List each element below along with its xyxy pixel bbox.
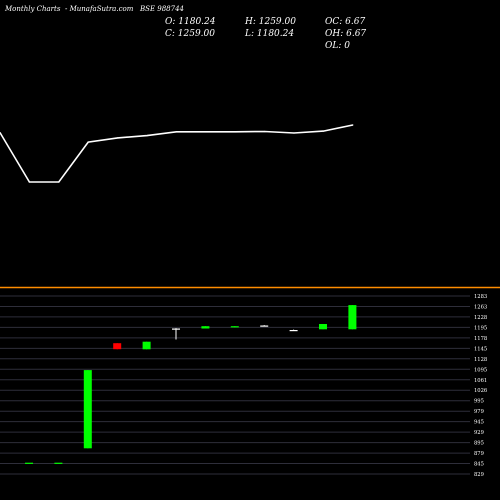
symbol-label: BSE 988744 (139, 5, 184, 13)
y-tick-label: 1095 (474, 367, 487, 373)
line-point (322, 130, 324, 132)
line-point (146, 135, 148, 137)
candle (172, 328, 180, 340)
close-value: C: 1259.00 (165, 29, 215, 39)
candle-body (348, 305, 357, 330)
site-label: - MunafaSutra.com (65, 5, 134, 13)
y-tick-label: 1128 (474, 357, 487, 363)
candle-body (25, 462, 33, 464)
candle (319, 324, 327, 330)
line-point (0, 132, 1, 134)
y-tick-label: 1026 (474, 388, 487, 394)
y-tick-label: 1283 (474, 294, 487, 300)
line-point (175, 131, 177, 133)
line-point (58, 181, 60, 183)
y-tick-label: 1145 (474, 346, 487, 352)
candle (230, 326, 239, 328)
line-point (293, 132, 295, 134)
candle-body (230, 326, 239, 328)
candle-body (319, 324, 327, 330)
candle (83, 370, 92, 449)
oh-value: OH: 6.67 (325, 29, 366, 39)
candle (142, 341, 151, 350)
y-tick-label: 879 (474, 451, 484, 457)
y-tick-label: 895 (474, 441, 484, 447)
price-line-chart (0, 124, 354, 183)
grid-lines (0, 295, 470, 475)
y-tick-label: 1228 (474, 315, 487, 321)
candle-body (113, 343, 122, 350)
high-value: H: 1259.00 (244, 17, 296, 27)
candle (25, 462, 33, 464)
line-point (264, 130, 266, 133)
candle (113, 343, 122, 350)
ol-value: OL: 0 (325, 41, 350, 51)
candlestick-chart (25, 305, 357, 464)
y-tick-label: 1061 (474, 378, 487, 384)
y-tick-label: 929 (474, 430, 484, 436)
candle (289, 329, 298, 332)
y-tick-label: 845 (474, 462, 484, 468)
candle-body (172, 328, 180, 330)
line-point (205, 131, 207, 133)
candle-body (201, 326, 210, 329)
y-tick-label: 945 (474, 420, 484, 426)
line-point (352, 124, 354, 126)
candle-body (289, 330, 298, 332)
open-value: O: 1180.24 (165, 17, 216, 27)
y-tick-label: 829 (474, 472, 484, 478)
candle-body (260, 325, 269, 327)
line-point (28, 181, 30, 183)
y-tick-label: 1178 (474, 336, 487, 342)
candle (260, 325, 269, 327)
candle-body (54, 462, 63, 464)
brand-label: Monthly Charts (4, 5, 61, 13)
y-tick-label: 1195 (474, 325, 487, 331)
candle (348, 305, 357, 330)
y-tick-label: 995 (474, 399, 484, 405)
low-value: L: 1180.24 (244, 29, 294, 39)
line-point (87, 141, 89, 143)
candle-body (83, 370, 92, 449)
y-tick-label: 1263 (474, 305, 487, 311)
y-axis-ticks: 1283 1263 1228 1195 1178 1145 1128 1095 1061 1026… (474, 294, 487, 478)
oc-value: OC: 6.67 (325, 17, 365, 27)
candle-body (142, 341, 151, 350)
y-tick-label: 979 (474, 409, 484, 415)
line-point (117, 137, 119, 139)
candle (54, 462, 63, 464)
candle (201, 326, 210, 329)
line-point (234, 131, 236, 133)
